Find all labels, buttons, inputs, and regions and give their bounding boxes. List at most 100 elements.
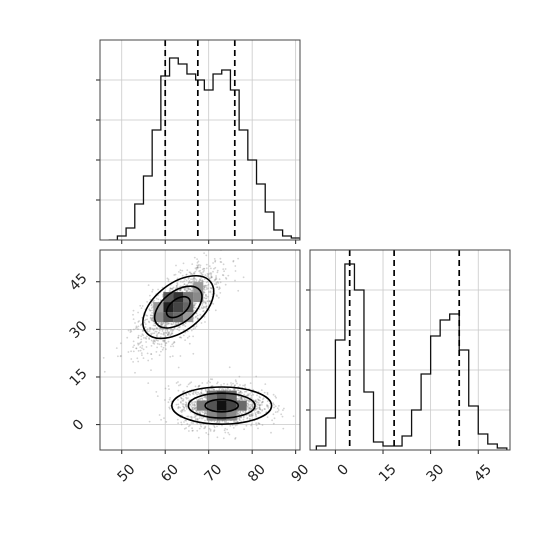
density-point [194,414,197,417]
density-point [175,321,177,324]
density-point [153,322,156,324]
density-point [218,278,221,281]
density-point [249,418,252,421]
density-point [157,322,160,325]
density-point [152,300,155,302]
density-point [185,403,188,406]
density-point [196,261,199,264]
density-point [198,270,201,272]
density-point [213,430,215,433]
density-point [155,327,158,329]
density-point [141,333,144,336]
density-point [153,340,156,342]
density-point [180,280,182,283]
density-point [192,352,195,355]
density-point [171,355,174,357]
density-point [141,305,144,307]
density-point [171,329,174,331]
density-point [191,427,194,430]
density-point [252,403,255,406]
density-point [164,321,167,324]
density-point [192,429,194,432]
histogram-y-frame [309,249,511,451]
density-point [187,282,190,284]
density-point [176,418,179,421]
density-point [211,388,214,390]
density-point [167,280,170,282]
density-point [210,287,213,290]
density-cell [216,390,227,401]
density-point [201,417,203,420]
density-point [242,411,245,413]
hy-xtick-label: 0 [335,461,353,479]
density-point [204,425,207,428]
density-point [248,414,251,416]
density-point [208,427,211,430]
density-point [143,337,145,339]
density-point [292,415,295,418]
density-point [137,337,140,339]
density-point [261,401,264,404]
density-point [141,354,143,356]
density-point [180,410,182,413]
density-point [197,260,200,263]
density-point [243,397,246,400]
density-point [179,285,182,288]
density-point [247,393,250,395]
density-point [248,408,250,411]
density-point [238,399,241,401]
density-point [193,408,196,410]
density-point [251,391,254,394]
density-point [203,296,206,299]
density-point [193,413,196,416]
density-point [160,324,163,326]
density-point [191,289,193,292]
density-point [189,393,192,396]
density-point [132,340,135,343]
density-point [201,397,204,400]
density-point [137,321,140,323]
density-point [185,394,188,396]
density-point [203,315,206,318]
density-point [152,342,155,345]
density-point [259,399,261,402]
density-point [234,270,237,272]
density-point [132,350,135,353]
density-point [230,384,233,386]
density-point [197,399,200,401]
density-point [149,294,151,297]
density-point [146,328,149,330]
density-point [249,405,252,408]
density-point [264,383,267,385]
density-point [260,389,263,391]
density-point [191,282,194,285]
density-point [209,300,211,303]
density-point [208,389,211,391]
density-point [165,342,168,344]
density-point [208,273,210,275]
density-point [193,272,196,275]
density-point [180,409,183,412]
density-point [179,383,182,386]
density-point [257,427,259,430]
density-point [238,392,241,394]
density-point [190,281,193,284]
density-point [236,411,239,413]
density-point [239,384,241,386]
density-point [199,272,202,274]
density-point [172,342,175,345]
density-point [180,336,183,339]
density-point [221,387,224,390]
density-point [135,347,138,350]
density-point [233,244,235,246]
density-cell [216,400,227,411]
density-point [154,340,156,343]
density-point [179,406,182,409]
density-point [224,388,227,390]
density-point [222,274,225,277]
density-point [225,421,228,423]
density-point [153,299,156,302]
density-point [138,342,141,345]
density-point [193,278,195,281]
